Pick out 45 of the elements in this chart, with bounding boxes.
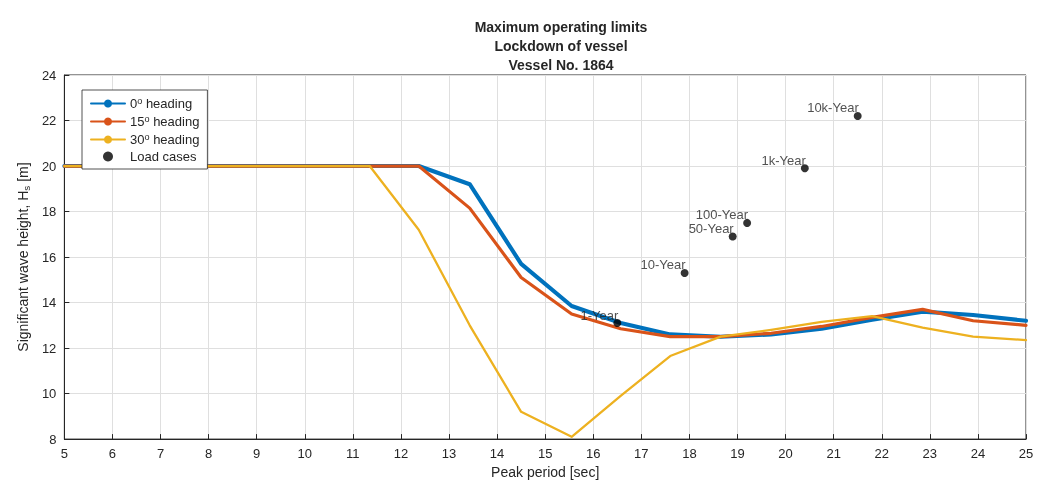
y-tick-label: 18	[41, 204, 57, 220]
x-tick-label: 16	[586, 446, 601, 462]
point	[680, 268, 689, 277]
x-tick-label: 18	[682, 446, 697, 462]
y-tick-label: 8	[49, 431, 57, 447]
annotation: 50-Year	[688, 221, 735, 237]
annotation: 1k-Year	[761, 152, 807, 168]
y-tick-label: 24	[41, 67, 57, 83]
y-tick-label: 10	[41, 386, 57, 402]
point	[613, 319, 622, 328]
point	[743, 218, 752, 227]
x-tick-label: 15	[537, 446, 553, 462]
point	[800, 164, 809, 173]
x-tick-label: 9	[253, 446, 261, 462]
x-tick-label: 8	[204, 446, 213, 462]
x-tick-label: 24	[970, 446, 986, 462]
x-tick-label: 5	[60, 446, 68, 462]
annotation: 10-Year	[640, 257, 687, 273]
y-tick-label: 20	[41, 158, 57, 174]
x-tick-label: 21	[826, 446, 841, 462]
y-tick-label: 22	[41, 113, 57, 129]
x-tick-label: 20	[778, 446, 793, 462]
x-tick-label: 19	[730, 446, 745, 462]
x-tick-label: 22	[874, 446, 889, 462]
x-tick-label: 17	[634, 446, 649, 462]
x-tick-label: 13	[441, 446, 457, 462]
x-tick-label: 11	[346, 446, 360, 462]
y-tick-label: 14	[41, 295, 57, 311]
x-tick-label: 7	[156, 446, 165, 462]
annotation: 100-Year	[695, 207, 749, 223]
point	[853, 111, 862, 120]
y-tick-label: 12	[41, 340, 57, 356]
x-axis-title: Peak period [sec]	[491, 464, 600, 480]
legend-label: Load cases	[130, 149, 197, 164]
x-tick-label: 25	[1018, 446, 1034, 462]
x-tick-label: 6	[108, 446, 117, 462]
y-tick-label: 16	[41, 249, 57, 265]
x-tick-label: 23	[922, 446, 938, 462]
y-axis-title: Significant wave height, Hs [m]	[15, 162, 32, 352]
point	[728, 232, 737, 241]
annotation: 10k-Year	[807, 100, 860, 116]
x-tick-label: 14	[489, 446, 505, 462]
x-tick-label: 12	[393, 446, 409, 462]
x-tick-label: 10	[297, 446, 312, 462]
chart-title: Maximum operating limits Lockdown of vessel Vessel No. 1864	[474, 18, 648, 73]
